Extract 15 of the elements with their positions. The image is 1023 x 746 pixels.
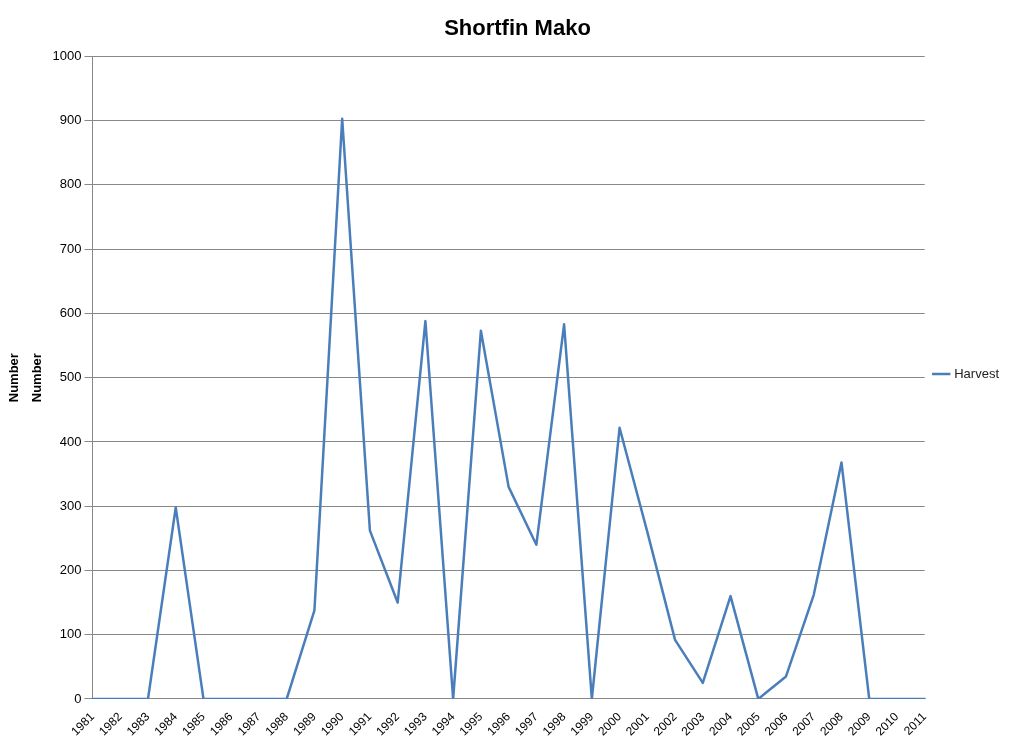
y-tick-label: 300 [59,497,82,513]
y-tick-label: 200 [59,562,82,578]
y-tick-label: 700 [59,240,82,256]
text: Number [5,353,21,403]
y-tick-label: 100 [59,626,82,642]
y-tick-label: 600 [59,304,82,320]
y-tick-label: 800 [59,176,82,192]
legend-label: Harvest [954,365,1000,381]
y-tick-label: 900 [59,112,82,128]
y-tick-label: 500 [59,369,82,385]
y-tick-label: 0 [74,690,82,706]
y-axis-title: Number [29,353,45,403]
chart-title: Shortfin Mako [444,15,591,41]
y-tick-label: 1000 [52,47,82,63]
y-tick-label: 400 [59,433,82,449]
